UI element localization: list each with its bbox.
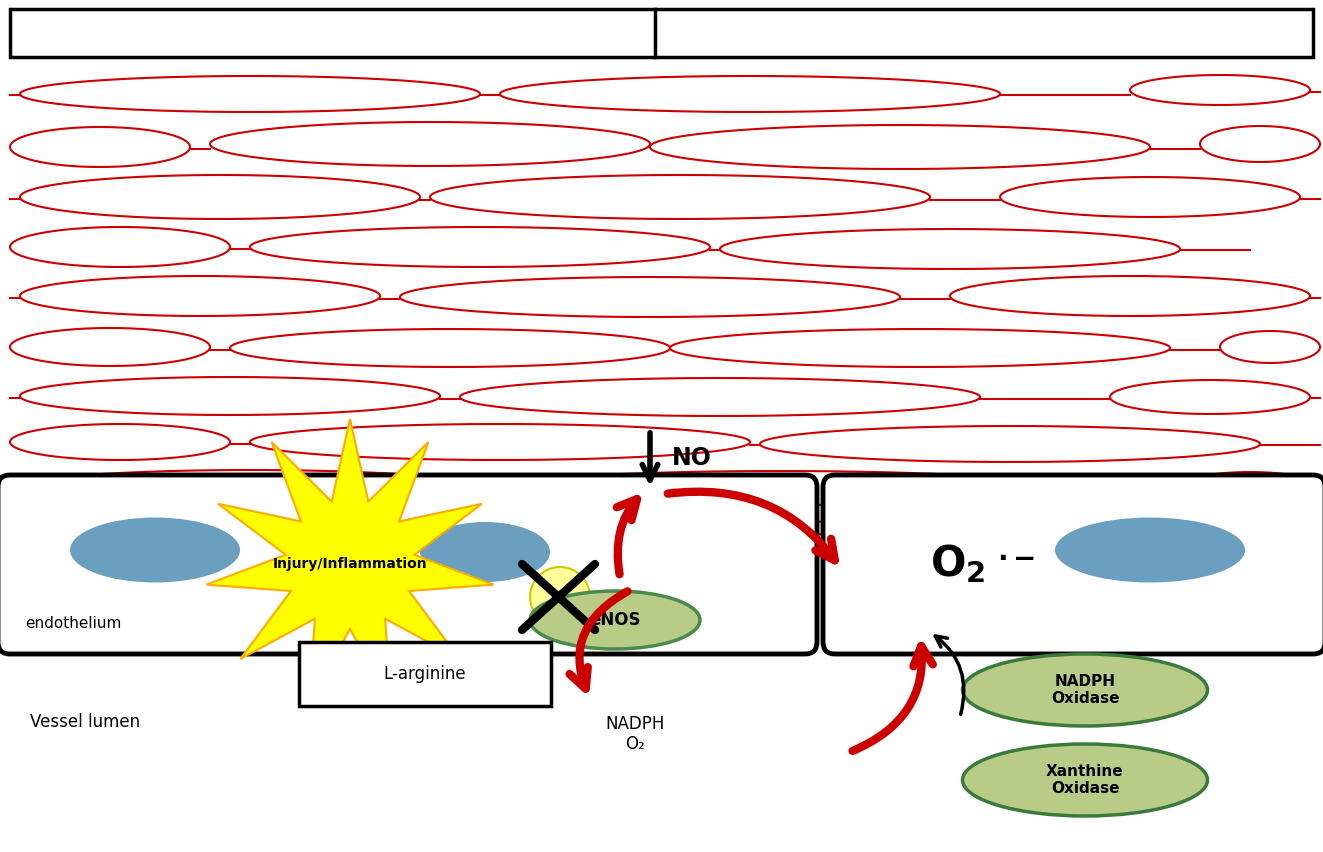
Text: NADPH
O₂: NADPH O₂ (606, 715, 664, 753)
Text: $\mathbf{O_2}$: $\mathbf{O_2}$ (930, 543, 986, 585)
Text: Xanthine
Oxidase: Xanthine Oxidase (1046, 763, 1123, 797)
FancyBboxPatch shape (299, 642, 550, 706)
FancyBboxPatch shape (11, 9, 1312, 57)
Text: NO: NO (672, 446, 712, 470)
Circle shape (531, 567, 590, 627)
Text: Injury/Inflammation: Injury/Inflammation (273, 557, 427, 571)
Ellipse shape (1054, 517, 1245, 583)
FancyBboxPatch shape (823, 475, 1323, 654)
Ellipse shape (531, 591, 700, 649)
Text: eNOS: eNOS (589, 611, 640, 629)
Text: L-arginine: L-arginine (384, 665, 466, 683)
Ellipse shape (963, 744, 1208, 816)
FancyBboxPatch shape (0, 475, 818, 654)
Polygon shape (206, 419, 493, 703)
Text: $\mathbf{\cdot-}$: $\mathbf{\cdot-}$ (998, 543, 1036, 571)
Text: NADPH
Oxidase: NADPH Oxidase (1050, 674, 1119, 706)
Text: Vessel lumen: Vessel lumen (30, 713, 140, 731)
Text: endothelium: endothelium (25, 617, 122, 631)
Ellipse shape (70, 517, 239, 583)
Ellipse shape (963, 654, 1208, 726)
Ellipse shape (419, 522, 550, 582)
